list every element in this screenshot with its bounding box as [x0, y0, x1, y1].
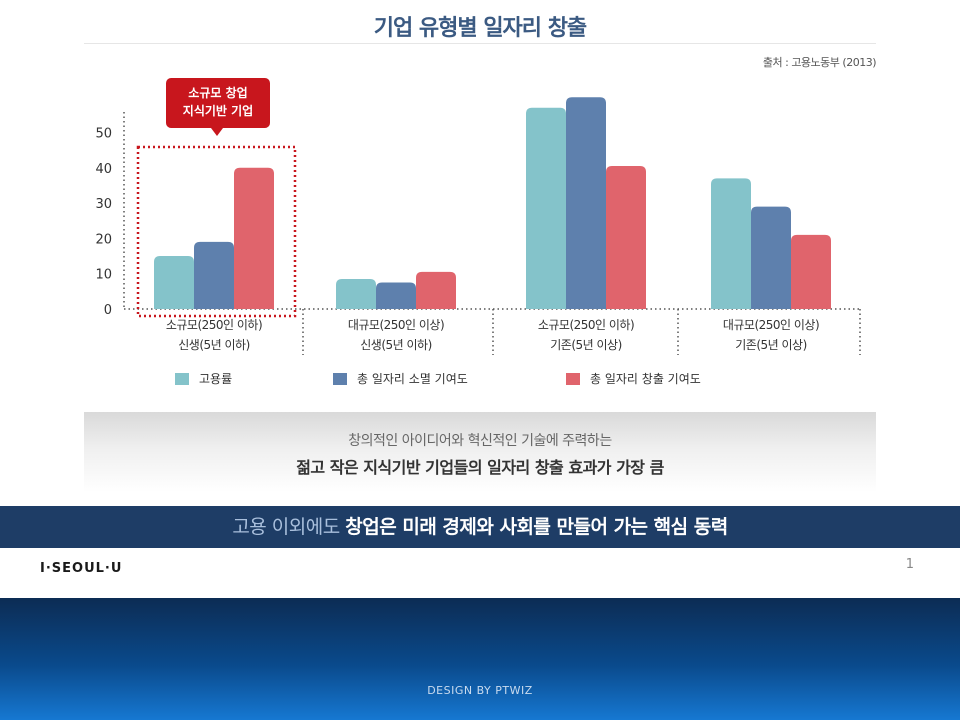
legend-item-job-creation: 총 일자리 창출 기여도 — [566, 370, 701, 387]
x-category-label: 대규모(250인 이상) — [723, 318, 819, 332]
bar-job-destruction — [376, 282, 416, 309]
y-tick-label: 20 — [95, 232, 112, 247]
bar-job-creation — [234, 167, 274, 309]
source-note: 출처 : 고용노동부 (2013) — [762, 56, 877, 69]
highlight-callout: 소규모 창업 지식기반 기업 — [166, 78, 270, 128]
slide: 기업 유형별 일자리 창출 출처 : 고용노동부 (2013) 0 10 20 30 4… — [0, 16, 960, 576]
legend-swatch-job-destruction — [333, 372, 347, 385]
chart-title: 기업 유형별 일자리 창출 — [373, 16, 587, 41]
page-number: 1 — [905, 557, 914, 572]
design-credit: DESIGN BY PTWIZ — [427, 684, 533, 697]
summary-box: 창의적인 아이디어와 혁신적인 기술에 주력하는 젊고 작은 지식기반 기업들의… — [84, 412, 876, 492]
chart-legend: 고용률 총 일자리 소멸 기여도 총 일자리 창출 기여도 — [0, 370, 960, 390]
legend-label-job-creation: 총 일자리 창출 기여도 — [590, 372, 701, 386]
footer-band: DESIGN BY PTWIZ — [0, 598, 960, 720]
y-tick-label: 0 — [104, 303, 112, 318]
x-category-label: 소규모(250인 이하) — [166, 318, 262, 332]
y-tick-label: 10 — [95, 268, 112, 283]
x-category-label: 신생(5년 이하) — [178, 338, 250, 352]
x-category-label: 소규모(250인 이하) — [538, 318, 634, 332]
x-category-label: 기존(5년 이상) — [550, 338, 622, 352]
bar-job-creation — [791, 234, 831, 309]
banner-strong-text: 창업은 미래 경제와 사회를 만들어 가는 핵심 동력 — [345, 516, 728, 538]
summary-line2: 젊고 작은 지식기반 기업들의 일자리 창출 효과가 가장 큼 — [296, 458, 664, 477]
x-category-label: 신생(5년 이하) — [360, 338, 432, 352]
legend-label-employment: 고용률 — [199, 372, 233, 386]
legend-swatch-employment — [175, 372, 189, 385]
legend-item-employment: 고용률 — [175, 370, 232, 387]
summary-line1: 창의적인 아이디어와 혁신적인 기술에 주력하는 — [348, 433, 612, 449]
bar-job-destruction — [751, 206, 791, 309]
callout-line1: 소규모 창업 — [188, 86, 248, 100]
bar-employment — [154, 256, 194, 309]
highlight-box — [136, 145, 297, 318]
bar-employment — [526, 107, 566, 309]
x-category-label: 대규모(250인 이상) — [348, 318, 444, 332]
legend-item-job-destruction: 총 일자리 소멸 기여도 — [333, 370, 468, 387]
seoul-logo: I·SEOUL·U — [40, 561, 123, 576]
bar-job-creation — [606, 166, 646, 309]
bar-job-destruction — [566, 97, 606, 309]
callout-line2: 지식기반 기업 — [182, 104, 254, 118]
banner-light-text: 고용 이외에도 — [232, 516, 346, 538]
y-tick-label: 30 — [95, 197, 112, 212]
bar-employment — [711, 178, 751, 309]
bar-job-creation — [416, 271, 456, 309]
legend-swatch-job-creation — [566, 372, 580, 385]
bar-job-destruction — [194, 241, 234, 309]
bar-employment — [336, 278, 376, 309]
y-tick-label: 40 — [95, 162, 112, 177]
title-divider — [84, 43, 876, 44]
legend-label-job-destruction: 총 일자리 소멸 기여도 — [357, 372, 468, 386]
y-tick-label: 50 — [95, 127, 112, 142]
callout-pointer — [211, 128, 223, 136]
bar-chart: 0 10 20 30 40 50 소규모(250인 이하) 신생(5년 이하) 대규모(250인… — [95, 97, 861, 355]
key-message-banner: 고용 이외에도 창업은 미래 경제와 사회를 만들어 가는 핵심 동력 — [0, 506, 960, 548]
x-category-label: 기존(5년 이상) — [735, 338, 807, 352]
